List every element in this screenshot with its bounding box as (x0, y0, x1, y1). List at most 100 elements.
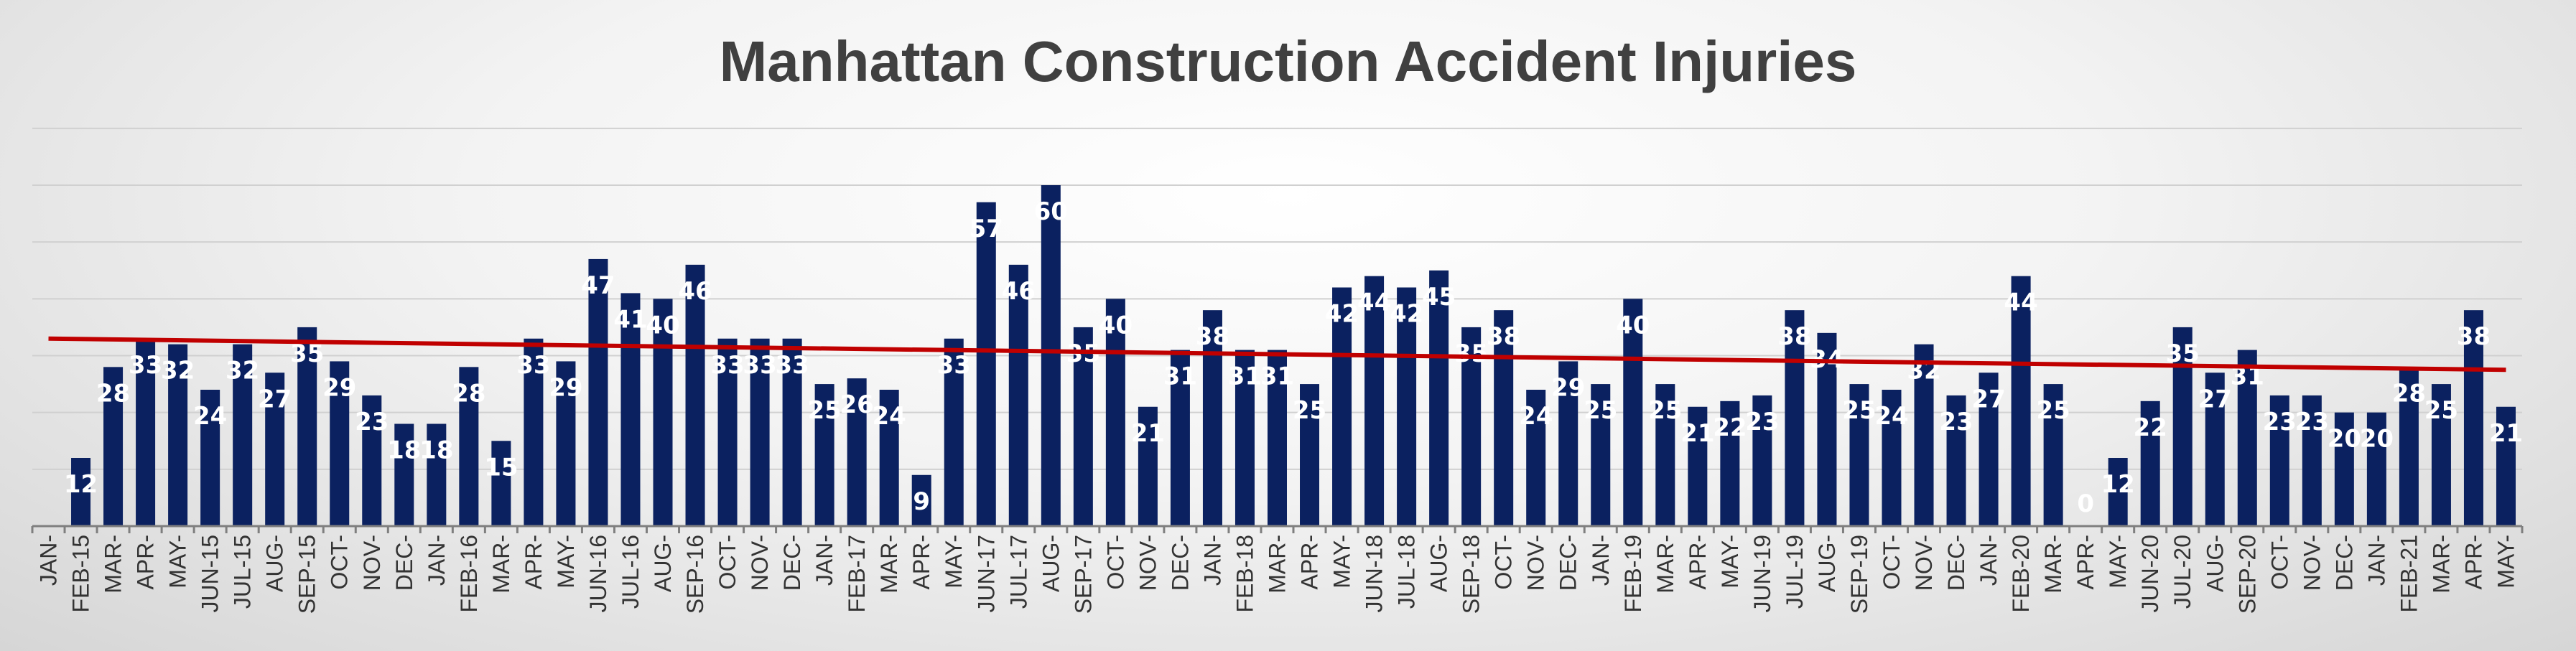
bar (1752, 395, 1772, 526)
bar (168, 344, 188, 526)
bar (1882, 390, 1902, 526)
data-label: 21 (2489, 419, 2523, 448)
data-label: 42 (1325, 300, 1359, 329)
x-tick-label: APR- (2073, 535, 2098, 589)
data-label: 25 (807, 396, 841, 425)
data-label: 28 (2392, 379, 2426, 408)
bar (71, 458, 91, 526)
data-label: 9 (913, 487, 930, 516)
bar (1105, 299, 1125, 526)
bar (1785, 310, 1805, 526)
data-label: 35 (2166, 339, 2200, 368)
x-tick-label: SEP-20 (2234, 535, 2260, 614)
data-label: 29 (1551, 373, 1585, 402)
x-tick-label: SEP-17 (1070, 535, 1096, 614)
x-tick-label: FEB-21 (2396, 535, 2422, 612)
x-tick-label: DEC- (1943, 535, 1969, 591)
x-tick-label: OCT- (1102, 535, 1128, 589)
x-tick-label: MAY- (2493, 535, 2519, 589)
x-tick-label: JUL-16 (618, 535, 643, 609)
bar (1655, 384, 1675, 526)
x-tick-label: JAN- (2363, 535, 2389, 586)
x-tick-label: JAN- (1199, 535, 1225, 586)
bar (2366, 412, 2386, 526)
bar (782, 338, 802, 526)
x-tick-label: MAY- (1717, 535, 1743, 589)
x-tick-label: MAR- (1265, 535, 1291, 594)
bar (2237, 350, 2257, 526)
data-label: 20 (2360, 425, 2394, 454)
data-label: 26 (840, 390, 873, 419)
bar (911, 474, 931, 526)
data-label: 33 (516, 351, 550, 380)
x-tick-label: SEP-19 (1846, 535, 1872, 614)
data-label: 25 (2036, 396, 2070, 425)
data-label: 12 (64, 470, 98, 499)
x-tick-label: FEB-15 (68, 535, 94, 612)
x-tick-labels: JAN- FEB-15 MAR- APR- MAY- JUN-15 JUL-15 AUG- SE… (36, 535, 2519, 614)
bar (2205, 373, 2225, 526)
x-tick-label: MAY- (2105, 535, 2131, 589)
data-label: 0 (2077, 490, 2094, 518)
x-tick-label: APR- (1685, 535, 1711, 589)
data-label: 24 (193, 402, 227, 431)
bar (1234, 350, 1255, 526)
data-label: 27 (2198, 385, 2232, 413)
data-label: 46 (678, 277, 712, 306)
data-label: 33 (129, 351, 162, 380)
data-label: 38 (1196, 322, 1229, 351)
bar (750, 338, 770, 526)
data-label: 25 (1648, 396, 1682, 425)
bar (1332, 287, 1352, 526)
x-tick-label: MAR- (488, 535, 514, 594)
x-tick-label: AUG- (1038, 535, 1064, 592)
data-label: 28 (452, 379, 485, 408)
bar (200, 390, 220, 526)
data-label: 12 (2101, 470, 2135, 499)
x-tick-label: DEC- (391, 535, 417, 591)
x-axis (31, 525, 2524, 533)
x-tick-label: JAN- (424, 535, 450, 586)
bar (653, 299, 673, 526)
data-label: 33 (743, 351, 776, 380)
x-tick-label: NOV- (359, 535, 385, 591)
x-tick-label: AUG- (2202, 535, 2228, 592)
bar (1558, 361, 1578, 526)
data-label: 38 (1777, 322, 1811, 351)
data-label: 18 (387, 436, 421, 465)
data-label: 24 (1519, 402, 1553, 431)
data-label: 33 (937, 351, 971, 380)
bar (330, 361, 350, 526)
data-label: 22 (1713, 413, 1747, 442)
data-label: 18 (419, 436, 453, 465)
x-tick-label: NOV- (1135, 535, 1161, 591)
x-tick-label: JUN-16 (585, 535, 611, 612)
x-tick-label: APR- (133, 535, 159, 589)
data-label: 32 (225, 357, 259, 385)
x-tick-label: AUG- (262, 535, 288, 592)
data-label: 60 (1034, 197, 1068, 226)
bar (524, 338, 544, 526)
bar (1008, 264, 1028, 526)
bar (847, 378, 867, 526)
bar (685, 264, 705, 526)
bar (879, 390, 899, 526)
x-tick-label: JUN-15 (197, 535, 223, 612)
bar (1591, 384, 1611, 526)
x-tick-label: JAN- (1976, 535, 2001, 586)
data-label: 32 (161, 357, 195, 385)
bar (1817, 332, 1837, 526)
data-label: 29 (322, 373, 356, 402)
data-label: 44 (2004, 289, 2037, 317)
data-label: 25 (2424, 396, 2458, 425)
data-label: 40 (646, 311, 679, 339)
bar (136, 338, 156, 526)
x-tick-label: JUN-19 (1749, 535, 1775, 612)
data-label: 42 (1390, 300, 1423, 329)
data-label: 29 (549, 373, 582, 402)
bar (2463, 310, 2483, 526)
x-tick-label: APR- (1297, 535, 1323, 589)
bar (2334, 412, 2354, 526)
